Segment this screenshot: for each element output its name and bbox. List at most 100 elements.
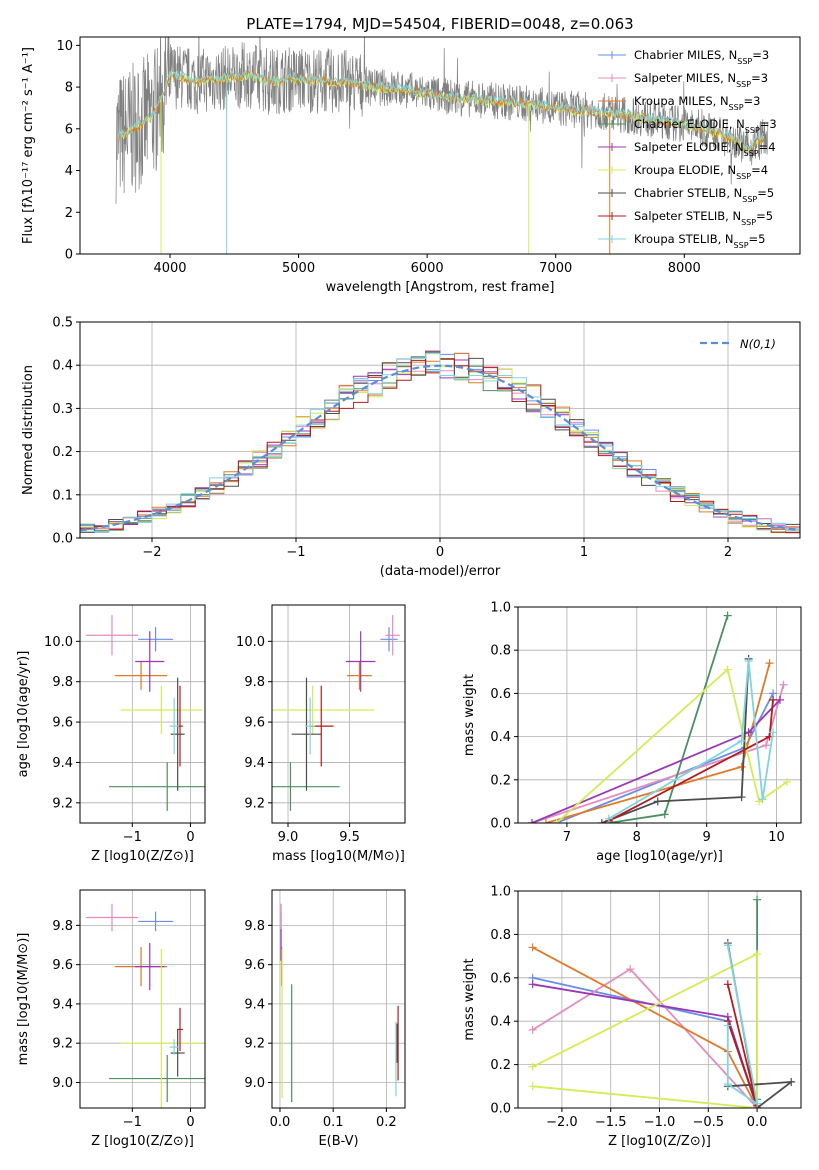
y-tick-label: 0.1 [52, 488, 73, 503]
x-tick-label: 0 [186, 1115, 194, 1130]
y-tick-label: 9.2 [244, 796, 265, 811]
axes-frame [271, 889, 406, 1109]
y-tick-label: 9.0 [52, 1076, 73, 1091]
x-axis-label: Z [log10(Z/Z⊙)] [91, 1134, 194, 1149]
series-line [532, 952, 758, 1108]
plot-area-mass-weight-vs-Z [528, 895, 796, 1108]
x-tick-label: −2.0 [546, 1115, 578, 1130]
series-point [597, 819, 606, 823]
series-point [723, 1080, 732, 1089]
series-line [601, 658, 750, 823]
plot-area-age-vs-Z [85, 615, 205, 811]
spectrum-legend: Chabrier MILES, NSSP=3 Salpeter MILES, NS… [598, 48, 777, 250]
series-point [737, 736, 746, 745]
histogram-step-kroupa-stelib [80, 352, 800, 533]
panel-mass-vs-ebv: 0.0 0.1 0.2 9.0 9.2 9.4 9.6 9.8 E(B-V) [244, 889, 406, 1149]
series-point [653, 797, 662, 806]
series-point [626, 965, 635, 974]
x-tick-label: 7000 [539, 261, 572, 276]
plot-area-residual-histogram [80, 350, 800, 534]
y-tick-label: 0.6 [490, 687, 511, 702]
x-tick-label: 0.0 [747, 1115, 768, 1130]
y-tick-label: 9.8 [52, 675, 73, 690]
series-point [737, 793, 746, 802]
x-tick-label: 9.5 [339, 830, 360, 845]
x-tick-label: 0.2 [376, 1115, 397, 1130]
x-tick-label: 0 [186, 830, 194, 845]
series-point [783, 777, 792, 786]
x-tick-label: 2 [724, 545, 732, 560]
y-tick-label: 9.4 [244, 756, 265, 771]
series-point [744, 657, 753, 665]
series-point [753, 895, 762, 904]
y-tick-label: 10.0 [44, 635, 73, 650]
y-tick-label: 0.2 [52, 445, 73, 460]
series-point [528, 1082, 537, 1091]
series-point [528, 1062, 537, 1071]
y-tick-label: 9.8 [244, 675, 265, 690]
y-tick-label: 9.6 [244, 958, 265, 973]
plot-area-age-vs-mass [272, 615, 401, 811]
x-tick-label: 9.0 [278, 830, 299, 845]
legend-entry: Kroupa MILES, NSSP=3 [634, 94, 760, 112]
x-tick-label: 6000 [411, 261, 444, 276]
x-tick-label: 0.0 [270, 1115, 291, 1130]
y-tick-label: 9.2 [52, 796, 73, 811]
legend-entry: Kroupa STELIB, NSSP=5 [634, 232, 765, 250]
histogram-legend: N(0,1) [700, 337, 776, 351]
figure-title: PLATE=1794, MJD=54504, FIBERID=0048, z=0… [246, 15, 633, 33]
axes-frame [79, 604, 206, 824]
axes-frame [79, 889, 206, 1109]
series-point [737, 762, 746, 771]
x-tick-label: −0.5 [693, 1115, 725, 1130]
y-tick-label: 1.0 [490, 601, 511, 616]
x-axis-label: (data-model)/error [380, 564, 501, 579]
y-tick-label: 9.2 [52, 1037, 73, 1052]
x-tick-label: 8000 [668, 261, 701, 276]
x-tick-label: 9 [703, 830, 711, 845]
y-tick-label: 0 [65, 248, 73, 263]
panel-age-vs-mass: 9.0 9.5 9.2 9.4 9.6 9.8 10.0 mass [log10(M/M⊙)] [236, 604, 406, 864]
legend-entry: Chabrier MILES, NSSP=3 [634, 48, 769, 66]
y-tick-label: 9.4 [52, 997, 73, 1012]
y-tick-label: 0.0 [52, 532, 73, 547]
y-tick-label: 1.0 [490, 885, 511, 900]
series-point [604, 814, 613, 823]
series-point [723, 980, 732, 989]
x-tick-label: −1 [123, 830, 142, 845]
series-point [769, 728, 778, 737]
y-tick-label: 0.3 [52, 402, 73, 417]
x-tick-label: 0.1 [323, 1115, 344, 1130]
legend-entry: Chabrier STELIB, NSSP=5 [634, 186, 774, 204]
axes-frame [79, 36, 801, 255]
spectrum-model-line [118, 70, 764, 152]
x-tick-label: −1 [286, 545, 305, 560]
legend-entry: Chabrier ELODIE, NSSP=3 [634, 117, 777, 135]
legend-entry: Salpeter STELIB, NSSP=5 [634, 209, 773, 227]
y-tick-label: 0.8 [490, 644, 511, 659]
series-point [787, 1077, 796, 1086]
series-point [769, 695, 778, 704]
y-tick-label: 6 [65, 122, 73, 137]
x-axis-label: E(B-V) [318, 1134, 358, 1149]
y-tick-label: 9.2 [244, 1037, 265, 1052]
legend-entry: Salpeter ELODIE, NSSP=4 [634, 140, 776, 158]
x-axis-label: wavelength [Angstrom, rest frame] [326, 280, 555, 295]
y-tick-label: 4 [65, 164, 73, 179]
x-axis-label: Z [log10(Z/Z⊙)] [91, 849, 194, 864]
y-tick-label: 9.6 [52, 716, 73, 731]
y-tick-label: 0.4 [52, 359, 73, 374]
series-point [758, 795, 767, 804]
y-tick-label: 9.6 [52, 958, 73, 973]
y-tick-label: 9.4 [244, 997, 265, 1012]
panel-mass-weight-vs-Z: −2.0 −1.5 −1.0 −0.5 0.0 0.0 0.2 0.4 0.6 0.8 1.0 Z [… [462, 885, 802, 1149]
y-tick-label: 9.4 [52, 756, 73, 771]
x-tick-label: 5000 [282, 261, 315, 276]
panel-mass-weight-vs-age: 7 8 9 10 0.0 0.2 0.4 0.6 0.8 1.0 age [log10(age/yr… [462, 601, 802, 864]
y-tick-label: 0.8 [490, 928, 511, 943]
legend-entry: N(0,1) [740, 337, 776, 351]
series-point [776, 695, 785, 704]
y-tick-label: 8 [65, 81, 73, 96]
series-point [528, 943, 537, 952]
